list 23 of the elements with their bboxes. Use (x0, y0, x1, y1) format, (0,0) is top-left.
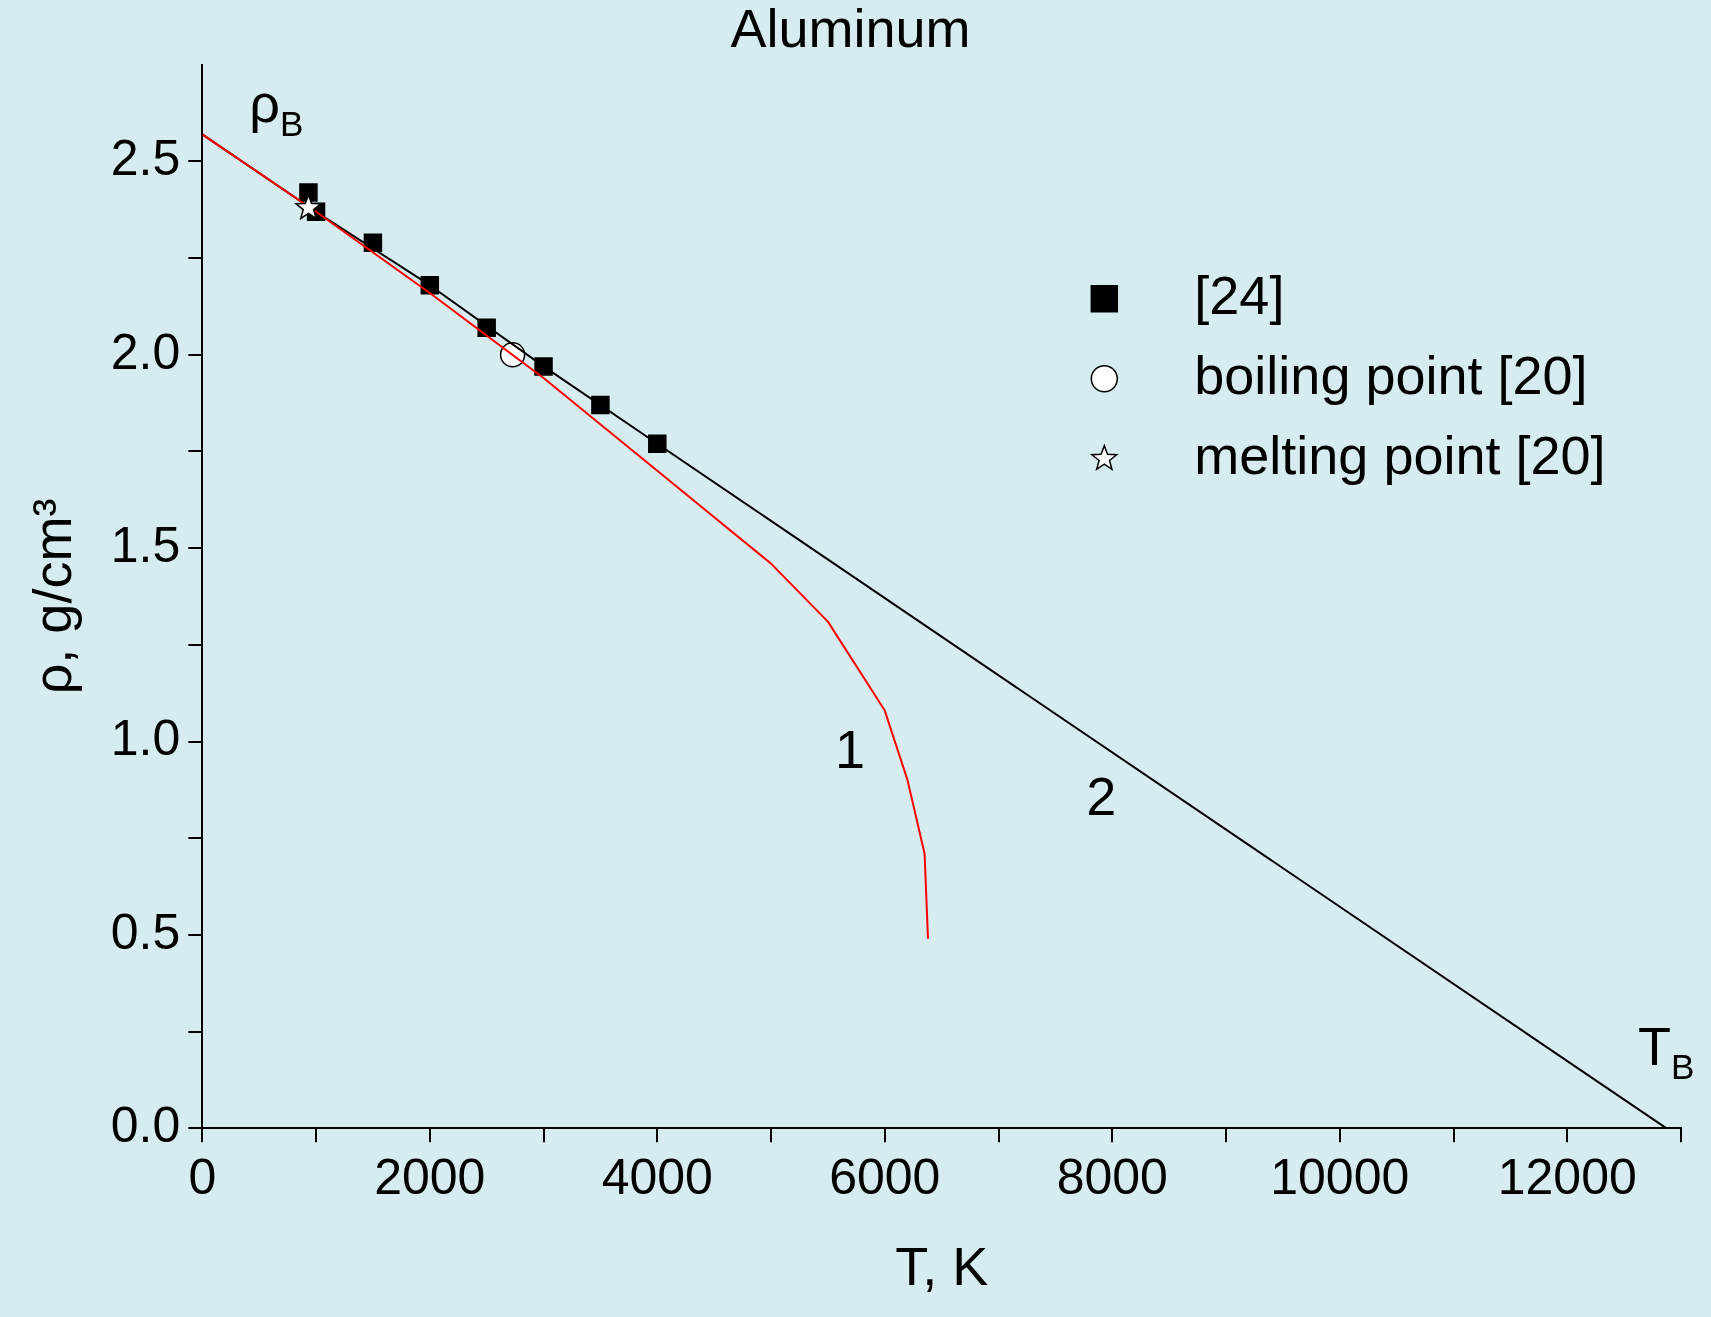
x-tick-label: 8000 (1056, 1148, 1168, 1205)
y-tick-label: 1.5 (110, 516, 181, 573)
point (295, 194, 322, 220)
x-axis-title: T, K (895, 1236, 989, 1297)
y-tick-label: 2.5 (110, 130, 181, 187)
point (299, 183, 318, 202)
y-axis-title: ρ, g/cm³ (22, 498, 83, 695)
x-tick-label: 2000 (374, 1148, 486, 1205)
chart-title: Aluminum (730, 0, 971, 59)
annotation: 2 (1086, 765, 1117, 826)
y-tick-label: 2.0 (110, 323, 181, 380)
y-tick-label: 1.0 (110, 710, 181, 767)
x-tick-label: 6000 (829, 1148, 941, 1205)
annotation: 1 (834, 718, 866, 779)
x-tick-label: 10000 (1270, 1148, 1410, 1205)
y-tick-label: 0.5 (110, 903, 181, 960)
legend-label: [24] (1194, 264, 1285, 325)
x-tick-label: 12000 (1497, 1148, 1637, 1205)
y-tick-label: 0.0 (110, 1096, 181, 1153)
legend-label: melting point [20] (1194, 424, 1606, 485)
legend-label: boiling point [20] (1194, 344, 1588, 405)
x-tick-label: 0 (188, 1148, 217, 1205)
x-tick-label: 4000 (601, 1148, 713, 1205)
